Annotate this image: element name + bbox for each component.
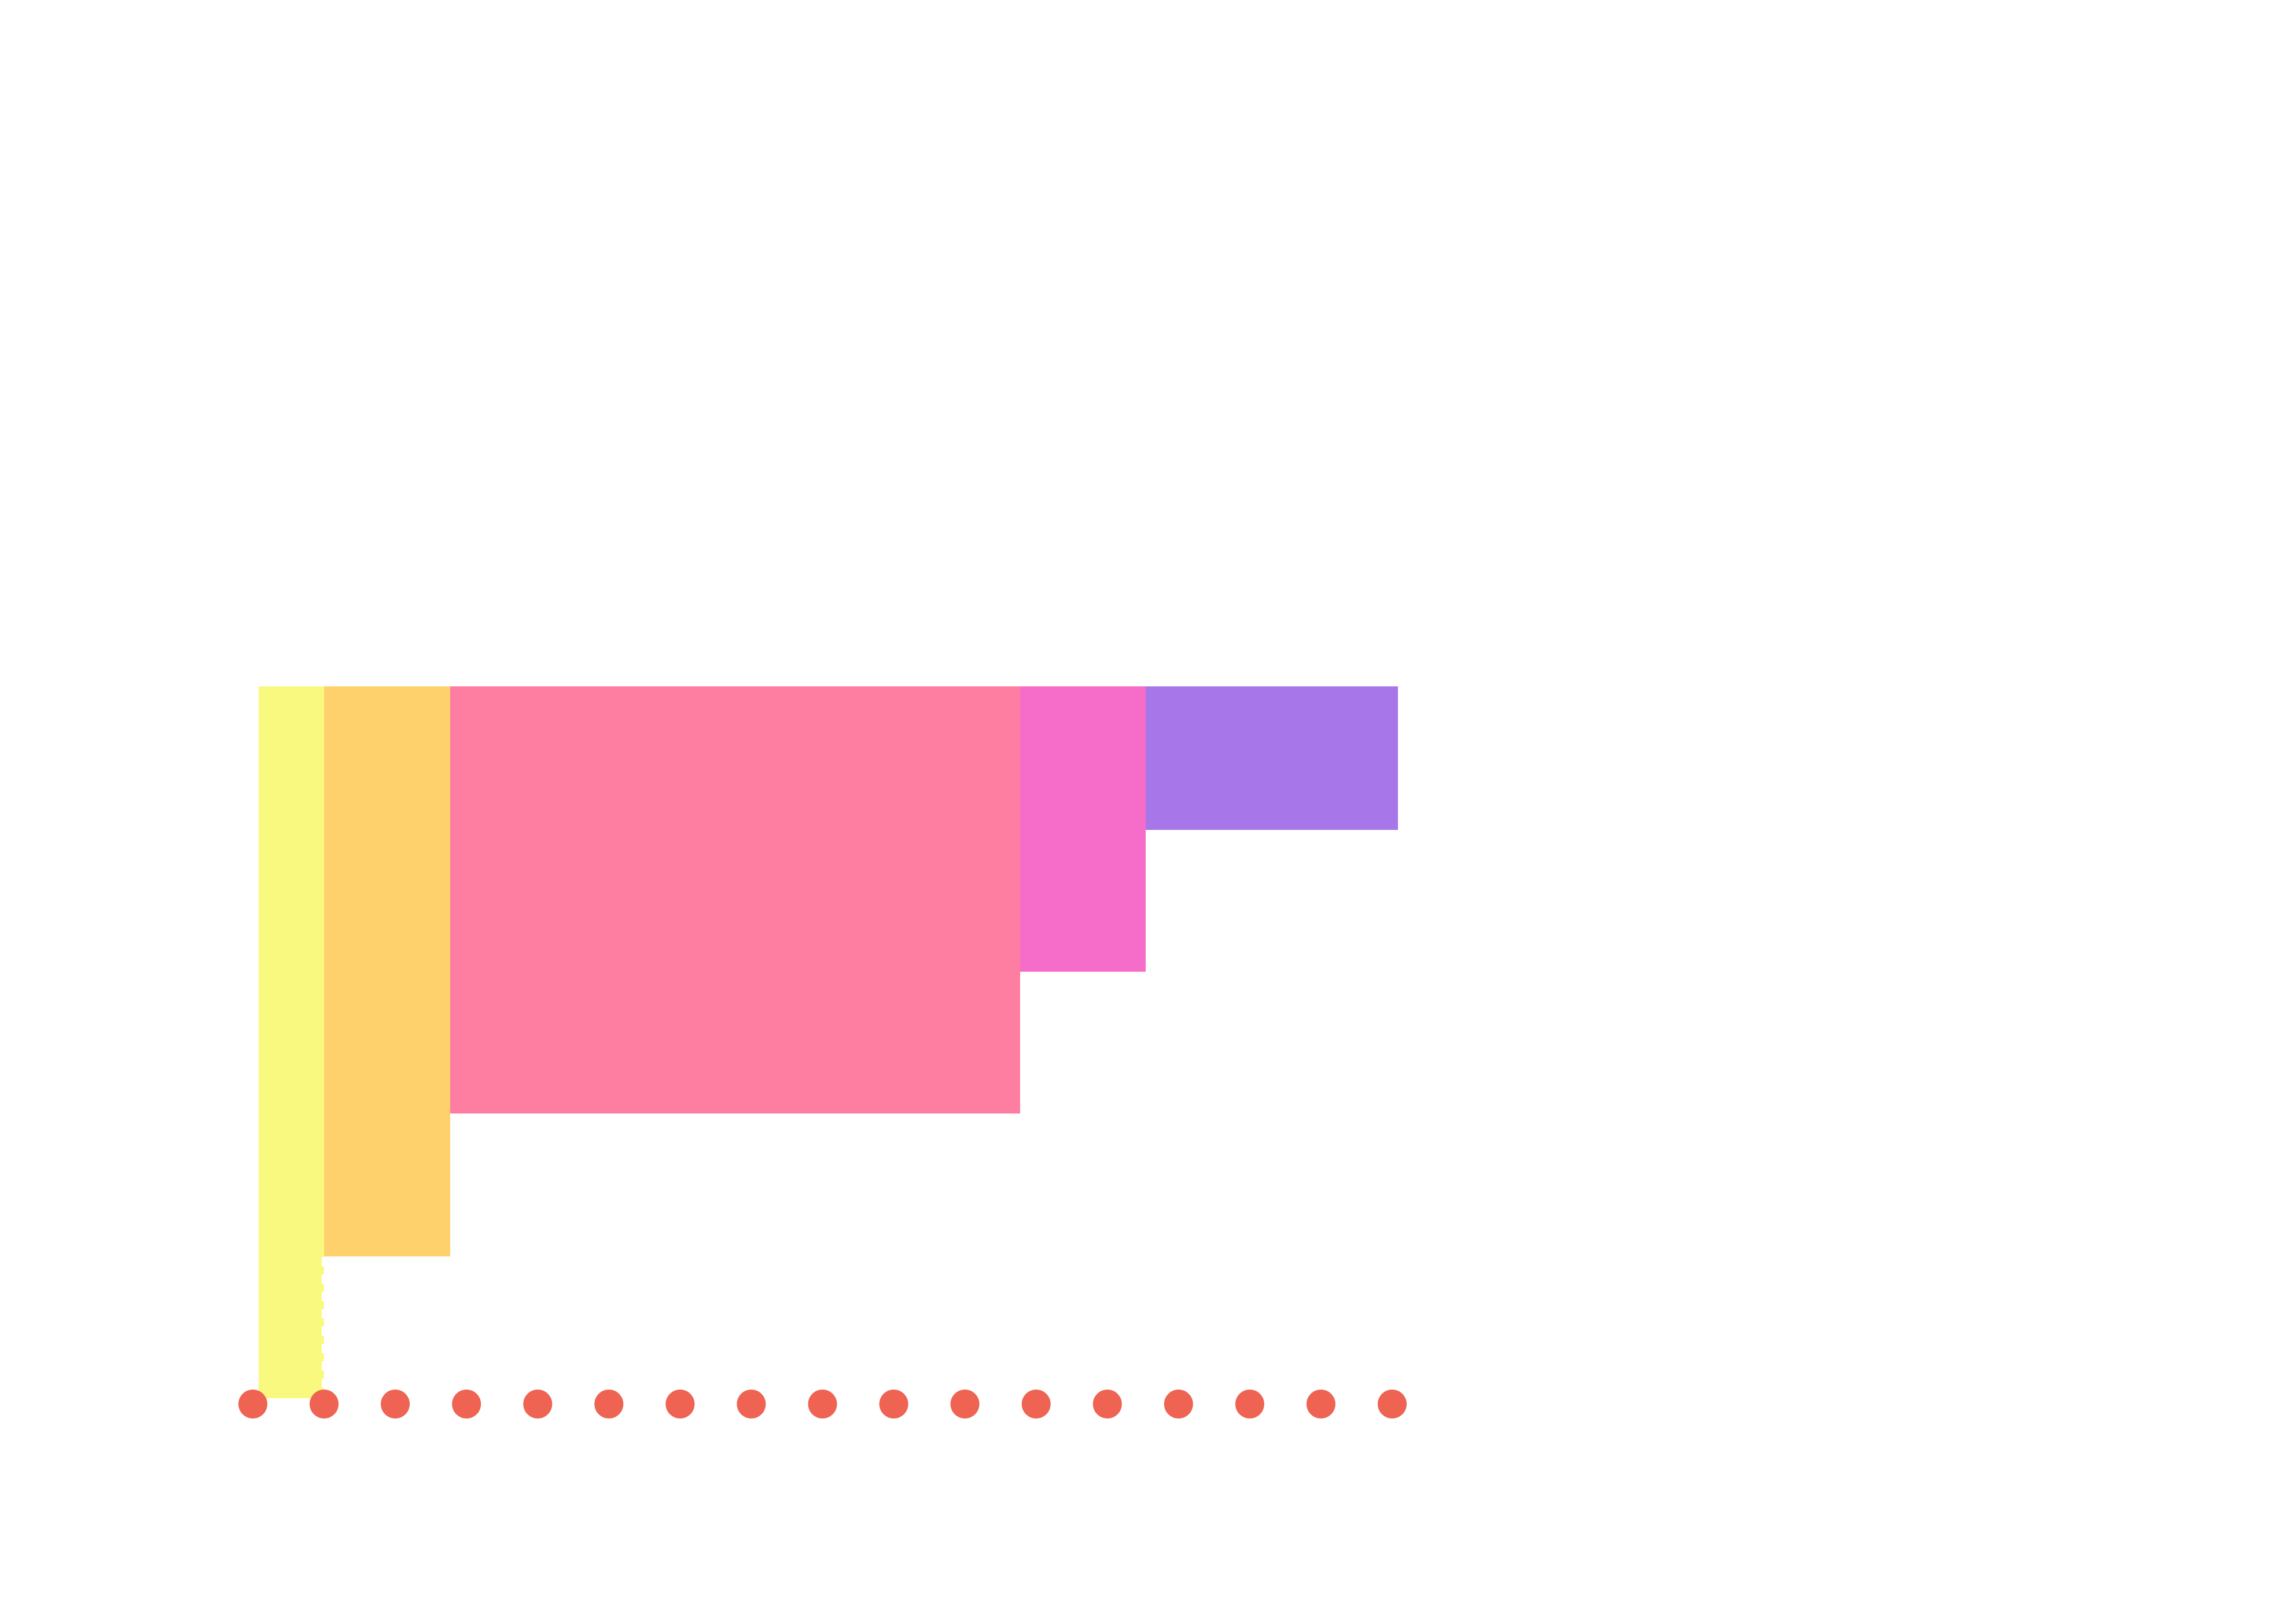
baseline-dot <box>1378 1390 1407 1418</box>
baseline-dot <box>1164 1390 1193 1418</box>
coral-pink-block <box>450 686 1020 1113</box>
yellow-block <box>259 686 324 1398</box>
baseline-dot <box>523 1390 553 1418</box>
baseline-dot <box>1021 1390 1051 1418</box>
baseline-dot <box>1306 1390 1335 1418</box>
purple-block <box>1146 686 1398 830</box>
baseline-dot <box>452 1390 481 1418</box>
dotted-baseline <box>238 1390 1407 1418</box>
baseline-dot <box>594 1390 624 1418</box>
color-blocks <box>259 686 1398 1398</box>
baseline-dot <box>1235 1390 1264 1418</box>
baseline-dot <box>381 1390 410 1418</box>
baseline-dot <box>1092 1390 1122 1418</box>
hot-pink-block <box>1020 686 1146 972</box>
orange-block <box>324 686 450 1256</box>
baseline-dot <box>238 1390 267 1418</box>
baseline-dot <box>310 1390 339 1418</box>
baseline-dot <box>665 1390 695 1418</box>
baseline-dot <box>879 1390 908 1418</box>
baseline-dot <box>950 1390 980 1418</box>
baseline-dot <box>808 1390 837 1418</box>
baseline-dot <box>737 1390 766 1418</box>
